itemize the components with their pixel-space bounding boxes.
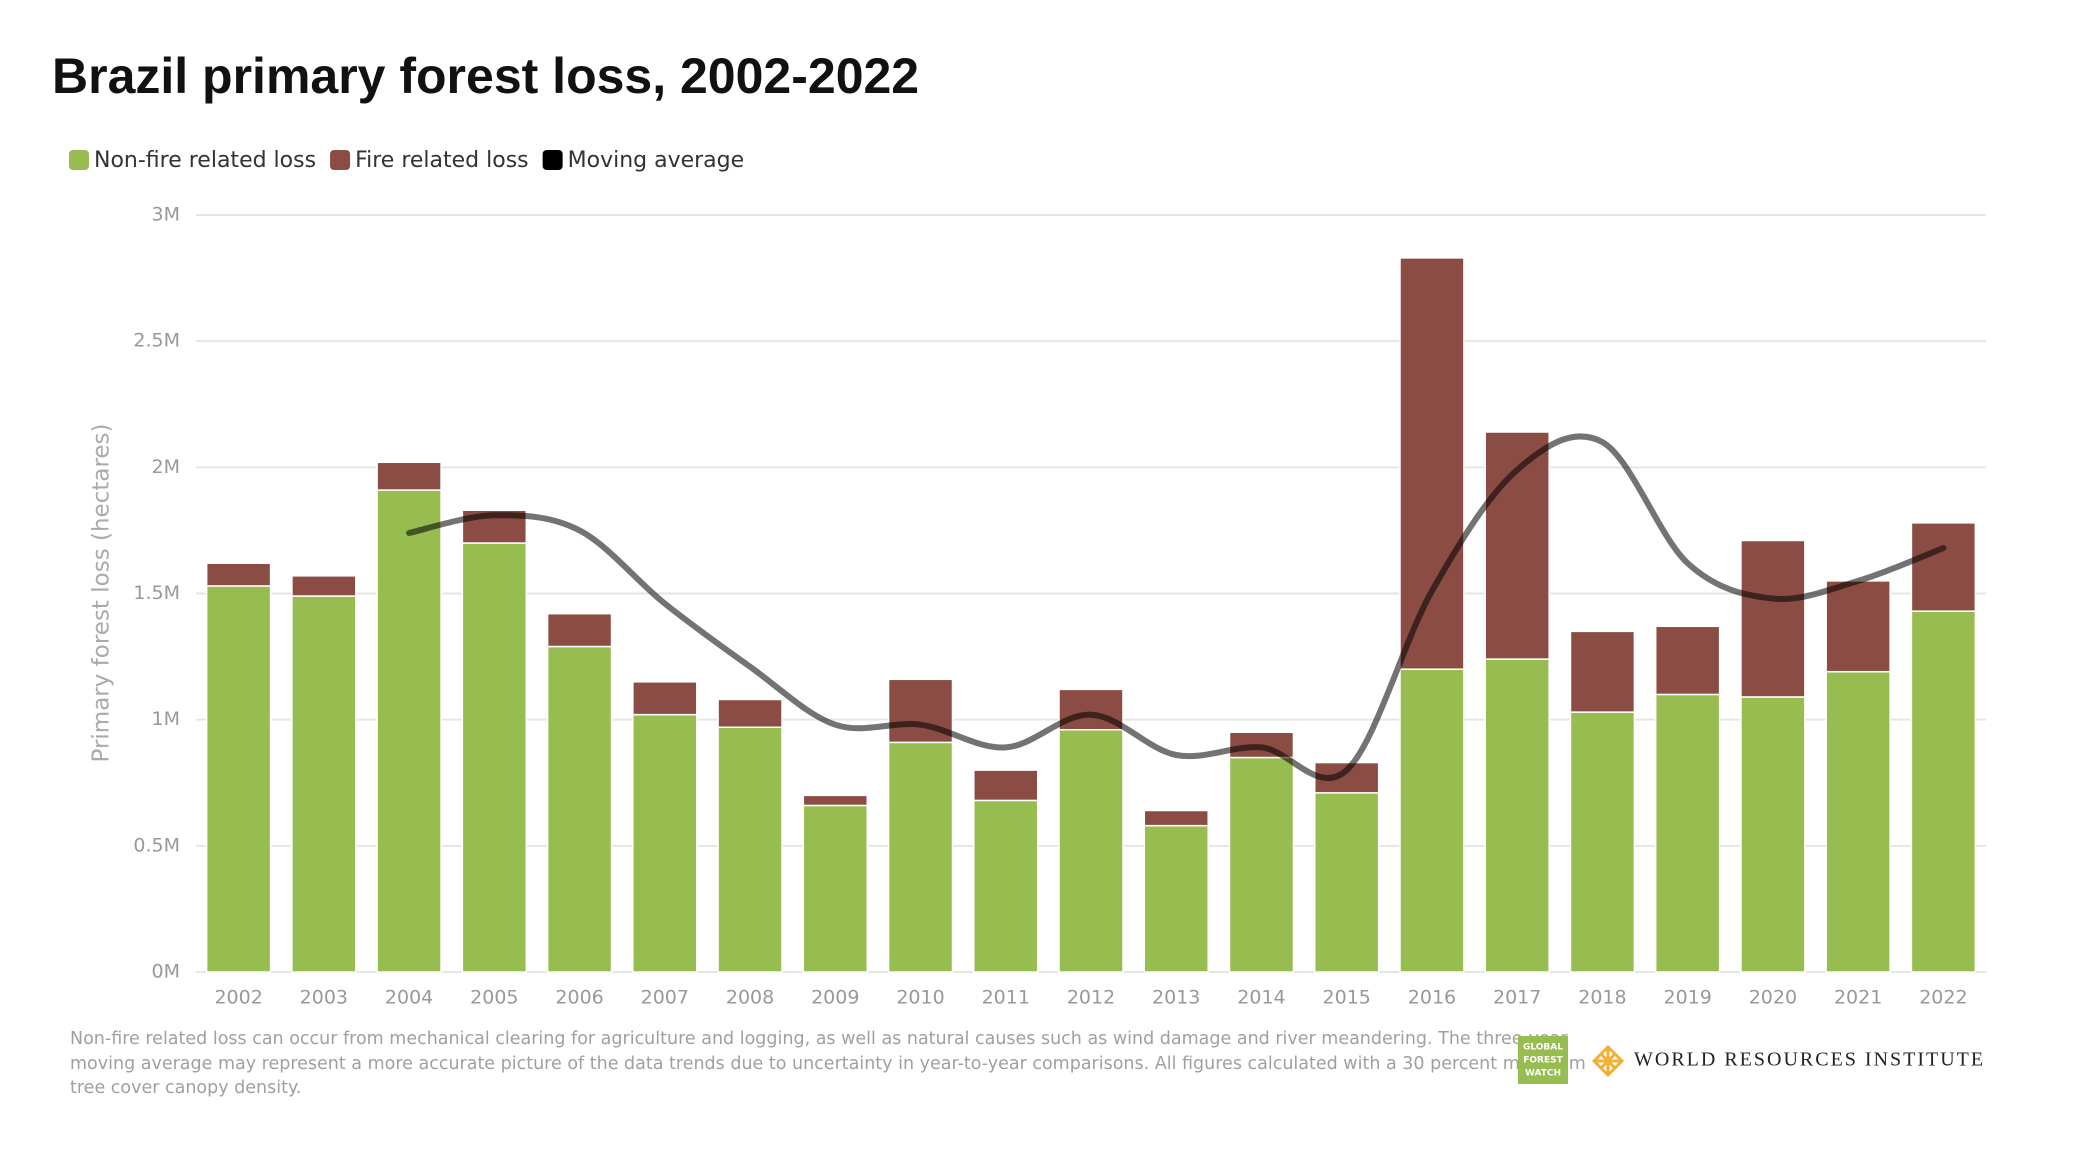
bar — [717, 698, 783, 728]
y-tick-label: 2.5M — [133, 330, 180, 352]
footnote: moving average may represent a more accu… — [70, 1054, 1586, 1074]
bar — [1399, 668, 1465, 973]
y-axis-title: Primary forest loss (hectares) — [89, 423, 115, 762]
bar — [802, 794, 868, 807]
y-tick-label: 1M — [152, 708, 180, 730]
bar — [291, 575, 357, 597]
x-tick-label: 2009 — [811, 987, 859, 1009]
y-tick-label: 3M — [152, 204, 180, 226]
bar — [1228, 756, 1295, 973]
gfw-logo: GLOBAL FOREST WATCH — [1518, 1036, 1568, 1084]
bar — [1740, 696, 1806, 973]
legend-swatch — [69, 150, 89, 170]
bar — [1143, 809, 1209, 827]
bar — [887, 741, 954, 973]
y-tick-label: 2M — [152, 456, 180, 478]
bar — [205, 585, 272, 973]
x-tick-label: 2006 — [555, 987, 603, 1009]
bar — [546, 645, 613, 973]
y-tick-label: 0M — [152, 961, 180, 983]
legend-label: Non-fire related loss — [94, 148, 316, 173]
moving-average-line — [406, 433, 1947, 781]
bar — [973, 799, 1039, 973]
x-tick-label: 2017 — [1493, 987, 1541, 1009]
x-tick-label: 2011 — [982, 987, 1030, 1009]
x-tick-label: 2020 — [1749, 987, 1797, 1009]
bar — [887, 678, 954, 744]
x-tick-label: 2021 — [1834, 987, 1882, 1009]
bar — [461, 542, 528, 973]
x-tick-label: 2019 — [1663, 987, 1711, 1009]
plot: 0M 0.5M 1M 1.5M 2M 2.5M 3M 2002 2003 2004 2005 2006… — [133, 204, 1986, 1009]
bar — [1825, 670, 1891, 973]
x-tick-label: 2018 — [1578, 987, 1626, 1009]
logo-text: WATCH — [1525, 1069, 1561, 1079]
bar — [376, 461, 442, 491]
bar — [376, 489, 442, 973]
bar — [1910, 610, 1977, 973]
x-tick-label: 2014 — [1237, 987, 1285, 1009]
bar — [1399, 257, 1465, 670]
bar — [717, 726, 783, 973]
y-tick-label: 1.5M — [133, 582, 180, 604]
bar — [1825, 580, 1891, 673]
bar — [1569, 630, 1636, 713]
legend-swatch — [542, 150, 563, 170]
x-tick-label: 2002 — [214, 987, 262, 1009]
bar — [1314, 792, 1380, 973]
bar — [802, 804, 868, 973]
footnote: Non-fire related loss can occur from mec… — [70, 1029, 1568, 1049]
bar — [1910, 522, 1977, 612]
x-tick-label: 2012 — [1067, 987, 1115, 1009]
bar — [1143, 824, 1209, 973]
legend: Non-fire related loss Fire related loss Mo… — [69, 148, 744, 173]
legend-label: Fire related loss — [355, 148, 529, 173]
bar — [973, 769, 1039, 802]
bar — [1654, 693, 1721, 973]
x-tick-label: 2005 — [470, 987, 518, 1009]
x-tick-label: 2004 — [385, 987, 433, 1009]
bar — [205, 562, 272, 587]
wri-logo — [1591, 1044, 1625, 1078]
x-tick-label: 2003 — [300, 987, 348, 1009]
bar — [632, 713, 698, 973]
logo-text: WORLD RESOURCES INSTITUTE — [1634, 1049, 1985, 1071]
x-tick-label: 2013 — [1152, 987, 1200, 1009]
logo-text: GLOBAL — [1523, 1043, 1563, 1053]
bar — [1569, 711, 1636, 973]
x-tick-label: 2016 — [1408, 987, 1456, 1009]
x-tick-label: 2022 — [1919, 987, 1967, 1009]
legend-swatch — [330, 150, 351, 170]
logo-text: FOREST — [1523, 1056, 1563, 1066]
y-tick-label: 0.5M — [133, 834, 180, 856]
bar — [291, 595, 357, 973]
chart-title: Brazil primary forest loss, 2002-2022 — [52, 48, 919, 104]
x-tick-label: 2007 — [641, 987, 689, 1009]
x-tick-label: 2008 — [726, 987, 774, 1009]
logo-box — [1518, 1036, 1568, 1084]
bar — [1654, 625, 1721, 696]
bar — [1740, 539, 1806, 698]
footnote: tree cover canopy density. — [70, 1078, 301, 1098]
bar — [632, 681, 698, 716]
x-tick-label: 2015 — [1323, 987, 1371, 1009]
logo-icon — [1591, 1044, 1625, 1078]
bar — [546, 612, 613, 648]
bar — [1484, 658, 1550, 973]
x-tick-label: 2010 — [896, 987, 944, 1009]
legend-label: Moving average — [568, 148, 745, 173]
bar — [1058, 729, 1124, 973]
